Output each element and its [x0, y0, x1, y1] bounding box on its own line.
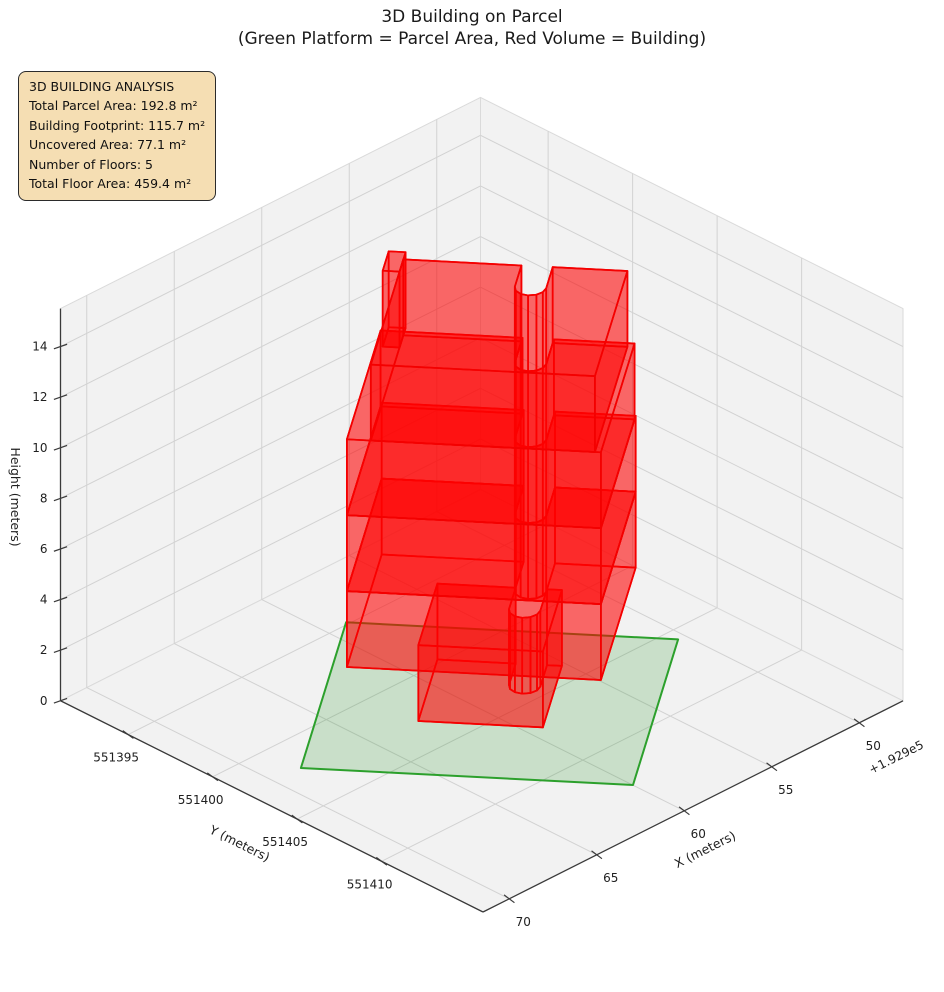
- y-tick-label: 551395: [93, 751, 139, 765]
- z-tick-label: 10: [32, 441, 47, 455]
- chart-subtitle: (Green Platform = Parcel Area, Red Volum…: [237, 29, 707, 49]
- z-tick-label: 6: [40, 542, 48, 556]
- x-tick-label: 50: [866, 739, 881, 753]
- info-line-heading: 3D BUILDING ANALYSIS: [29, 79, 175, 94]
- z-tick-label: 2: [40, 643, 48, 657]
- z-tick-label: 14: [32, 340, 47, 354]
- analysis-info-box: 3D BUILDING ANALYSIS Total Parcel Area: …: [18, 71, 217, 202]
- y-tick-label: 551400: [178, 793, 224, 807]
- info-line-footprint: Building Footprint: 115.7 m²: [29, 117, 206, 133]
- y-tick-label: 551410: [347, 877, 393, 891]
- z-tick-label: 4: [40, 593, 48, 607]
- z-tick-label: 0: [40, 694, 48, 708]
- chart-title: 3D Building on Parcel: [381, 7, 563, 27]
- z-tick-label: 12: [32, 390, 47, 404]
- chart-title-block: 3D Building on Parcel (Green Platform = …: [0, 6, 944, 50]
- info-line-uncovered: Uncovered Area: 77.1 m²: [29, 137, 187, 153]
- x-tick-label: 65: [603, 871, 618, 885]
- info-line-floorarea: Total Floor Area: 459.4 m²: [29, 176, 192, 192]
- z-tick-label: 8: [40, 491, 48, 505]
- y-tick-label: 551405: [262, 835, 308, 849]
- x-tick-label: 70: [516, 915, 531, 929]
- z-axis-title: Height (meters): [8, 447, 23, 546]
- x-tick-label: 55: [778, 783, 793, 797]
- info-line-parcel: Total Parcel Area: 192.8 m²: [29, 98, 198, 114]
- x-tick-label: 60: [691, 827, 706, 841]
- info-line-floors: Number of Floors: 5: [29, 156, 153, 172]
